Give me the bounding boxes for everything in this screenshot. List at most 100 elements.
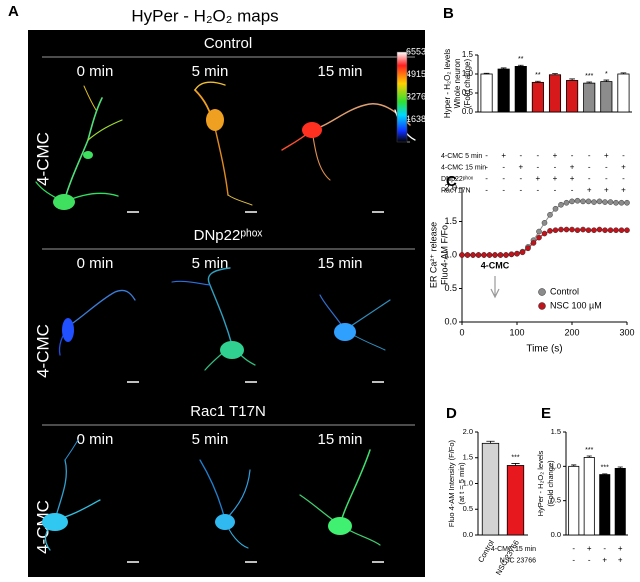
condition-mark: + [587,186,592,195]
data-point [558,201,564,208]
condition-mark: - [622,174,625,183]
neuron [199,459,251,549]
y-tick-label: 0.5 [463,504,473,513]
error-bar [620,72,627,74]
condition-mark: - [605,174,608,183]
error-bar [500,67,507,70]
condition-mark: - [572,556,575,565]
colorbar-label: 16384 [406,114,431,124]
data-point [574,227,581,234]
neuron [171,267,256,371]
data-point [481,252,487,258]
error-bar [602,473,608,475]
data-point [541,230,548,237]
series-line [462,200,627,256]
y-axis-label: (Fold change) [546,460,555,507]
condition-mark: + [570,174,575,183]
condition-label: DNp22ᵖʰᵒˣ [441,176,474,183]
significance: * [605,71,608,78]
condition-mark: - [502,186,505,195]
y-tick-label: 0.5 [444,283,457,293]
data-point [624,199,630,206]
annotation-arrow [490,276,500,299]
bar [617,73,630,113]
time-label: 15 min [317,63,362,80]
y-tick-label: 1.0 [444,249,457,259]
error-bar [569,78,575,81]
error-bar [483,72,490,74]
neuron [194,81,253,206]
condition-mark: - [502,163,505,172]
bar [599,474,611,536]
data-point [519,249,526,256]
data-point [602,199,608,205]
condition-label: 4-CMC 15 min [491,546,536,553]
row-label: 4-CMC [33,132,52,186]
section-title: Rac1 T17N [190,403,266,420]
data-point [508,251,515,258]
data-point [492,252,498,258]
scale-bars [127,211,384,563]
condition-mark: + [621,163,626,172]
condition-mark: + [604,186,609,195]
y-tick-label: 1.0 [551,461,561,470]
bar [583,457,595,536]
image-panel [28,30,425,577]
condition-mark: + [587,544,592,553]
error-bar [535,80,541,83]
condition-mark: - [519,151,522,160]
bar [497,68,510,113]
significance: ** [518,56,524,63]
time-label: 0 min [77,431,114,448]
time-label: 5 min [192,431,229,448]
data-point [574,197,581,204]
condition-mark: + [618,556,623,565]
error-bar [486,440,495,444]
condition-mark: + [536,174,541,183]
legend-marker [538,288,546,296]
condition-mark: + [602,556,607,565]
condition-mark: + [621,186,626,195]
data-point [475,252,482,258]
data-point [486,252,493,258]
bar [600,81,613,113]
data-point [580,226,586,233]
condition-mark: - [537,163,540,172]
row-label: 4-CMC [33,500,52,554]
y-axis-label: ER Ca²⁺ release [428,222,438,288]
neuron [35,85,123,210]
time-label: 0 min [77,255,114,272]
x-tick-label: 300 [619,327,634,337]
data-point [607,199,614,205]
data-point [607,227,614,234]
y-tick-label: 0.0 [551,530,561,539]
data-point [585,198,592,205]
data-point [591,227,597,234]
data-point [459,252,465,258]
colorbar-label: 49151 [406,69,431,79]
time-label: 15 min [317,255,362,272]
y-axis-label: Hyper - H₂O₂ levels [443,49,452,118]
error-bar [571,464,577,467]
condition-mark: - [485,151,488,160]
y-axis-label: (at t = 5 min) [457,462,466,505]
condition-mark: - [485,163,488,172]
data-point [580,198,586,205]
data-point [541,220,548,226]
data-point [530,240,537,246]
y-tick-label: 1.5 [444,216,457,226]
time-label: 5 min [192,63,229,80]
data-point [569,198,575,205]
panel-label: C [446,173,457,190]
panel-label: E [541,405,551,422]
y-tick-label: 1.0 [462,69,474,78]
y-tick-label: 0.0 [463,530,473,539]
significance: ** [535,72,541,79]
panel-title: HyPer - H₂O₂ maps [131,6,278,25]
condition-mark: - [588,163,591,172]
time-label: 5 min [192,255,229,272]
legend-label: Control [550,286,579,296]
y-tick-label: 2.0 [463,427,473,436]
data-point [503,252,509,258]
